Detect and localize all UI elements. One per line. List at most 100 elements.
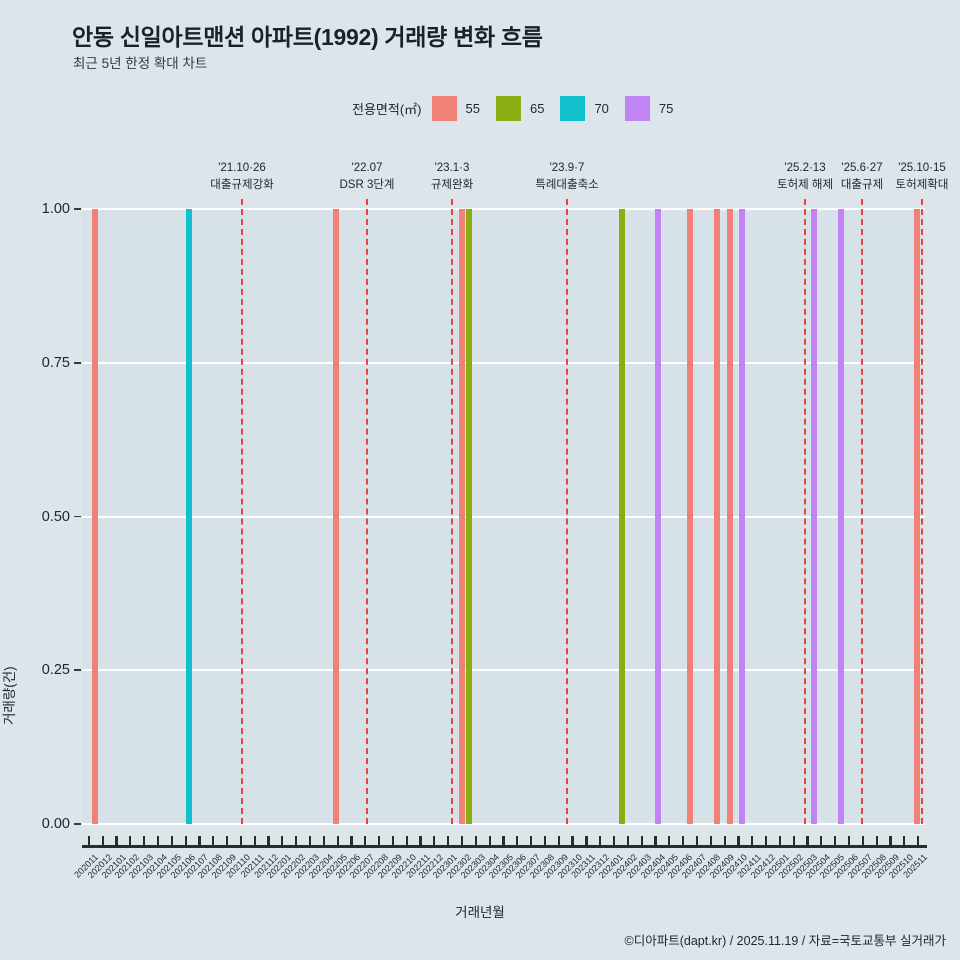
event-label-1: DSR 3단계 [339,179,395,191]
event-label-3: 특례대출축소 [535,179,599,191]
x-tick-mark-202311 [585,836,588,847]
y-tick-mark-1.00 [74,208,81,210]
y-tick-label-1.00: 1.00 [41,201,70,217]
x-tick-mark-202209 [391,836,395,847]
bar-55-3[interactable] [459,209,465,824]
y-tick-mark-0.50 [74,515,81,518]
x-tick-mark-202204 [322,836,325,847]
x-tick-mark-202505 [834,836,837,847]
event-annotation-0: '21.10·26 대출규제강화 [210,160,273,194]
bar-75-11[interactable] [811,209,817,824]
x-tick-mark-202406 [682,836,685,847]
event-line-2 [451,199,453,824]
legend-swatch-70 [560,96,586,121]
bar-55-2[interactable] [333,209,339,824]
y-tick-label-0.00: 0.00 [41,816,70,832]
bar-75-10[interactable] [739,209,745,824]
y-tick-label-0.75: 0.75 [41,354,70,371]
x-tick-mark-202106 [184,836,187,847]
x-tick-mark-202503 [806,836,809,847]
x-tick-mark-202407 [695,836,699,847]
x-tick-mark-202509 [889,836,892,847]
x-axis-label: 거래년월 [455,905,505,920]
event-label-6: 토허제확대 [895,179,949,191]
gridline-y-0.00 [82,823,925,825]
event-line-4 [804,199,806,824]
x-tick-mark-202305 [502,836,505,847]
event-date-4: '25.2·13 [784,162,826,174]
bar-55-9[interactable] [727,209,733,824]
bar-70-1[interactable] [186,209,192,824]
chart-subtitle: 최근 5년 한정 확대 차트 [73,56,208,71]
x-tick-mark-202411 [751,836,754,847]
x-tick-mark-202405 [668,836,671,847]
legend-swatch-75 [624,96,650,121]
x-tick-mark-202502 [792,836,795,847]
y-tick-mark-0.00 [74,823,81,825]
x-tick-mark-202402 [626,836,629,847]
bar-65-4[interactable] [466,209,472,824]
legend-item-70[interactable]: 70 [560,96,624,121]
x-tick-mark-202101 [115,836,118,847]
legend-label-70: 70 [594,101,609,116]
footer-credit: ©디아파트(dapt.kr) / 2025.11.19 / 자료=국토교통부 실… [624,934,947,948]
x-tick-mark-202307 [530,836,533,847]
x-tick-mark-202506 [847,836,851,847]
x-tick-mark-202302 [460,836,464,847]
bar-55-0[interactable] [92,209,98,824]
bar-55-7[interactable] [687,209,693,824]
x-tick-mark-202511 [916,836,920,847]
x-tick-mark-202103 [143,836,146,847]
legend-label-75: 75 [658,101,674,116]
event-label-4: 토허제 해제 [776,179,834,191]
x-tick-mark-202404 [654,836,657,847]
x-tick-mark-202011 [87,836,90,847]
event-line-6 [921,199,923,824]
x-tick-mark-202409 [723,836,726,847]
plot-area [82,199,925,825]
x-tick-mark-202507 [861,836,864,847]
gridline-y-1.00 [82,208,925,210]
event-line-1 [366,199,368,824]
y-axis-label: 거래량(건) [2,666,17,725]
event-date-5: '25.6·27 [841,162,883,174]
x-tick-mark-202207 [364,836,367,847]
gridline-y-0.50 [82,515,925,518]
x-tick-mark-202108 [212,836,215,847]
bar-75-6[interactable] [655,209,661,824]
x-tick-mark-202201 [281,836,284,847]
x-tick-mark-202104 [156,836,160,847]
event-date-3: '23.9·7 [549,162,585,174]
event-annotation-3: '23.9·7 특례대출축소 [535,160,598,194]
event-label-2: 규제완화 [430,179,474,191]
bar-55-8[interactable] [714,209,720,824]
event-annotation-6: '25.10·15 토허제확대 [896,160,949,194]
legend-item-55[interactable]: 55 [431,96,496,121]
y-tick-mark-0.75 [74,361,81,364]
x-tick-mark-202107 [198,836,201,847]
x-tick-mark-202211 [419,836,422,847]
x-tick-mark-202105 [170,836,173,847]
y-tick-label-0.25: 0.25 [41,662,70,679]
x-tick-mark-202110 [239,836,242,847]
x-tick-mark-202403 [640,836,643,847]
x-tick-mark-202412 [764,836,768,847]
legend-title: 전용면적(㎡) [352,102,422,117]
legend-item-65[interactable]: 65 [495,96,560,121]
x-tick-mark-202109 [226,836,229,847]
bar-75-12[interactable] [838,209,844,824]
event-annotation-2: '23.1·3 규제완화 [431,160,473,194]
bar-65-5[interactable] [619,209,625,824]
x-tick-mark-202102 [129,836,132,847]
x-tick-mark-202210 [405,836,408,847]
event-date-0: '21.10·26 [218,162,266,174]
legend-item-75[interactable]: 75 [624,96,689,121]
x-tick-mark-202208 [378,836,381,847]
x-tick-mark-202202 [295,836,298,847]
x-tick-mark-202111 [253,836,256,847]
bar-55-13[interactable] [914,209,920,824]
event-line-3 [566,199,568,824]
x-tick-mark-202508 [875,836,878,847]
gridline-y-0.25 [82,669,925,672]
